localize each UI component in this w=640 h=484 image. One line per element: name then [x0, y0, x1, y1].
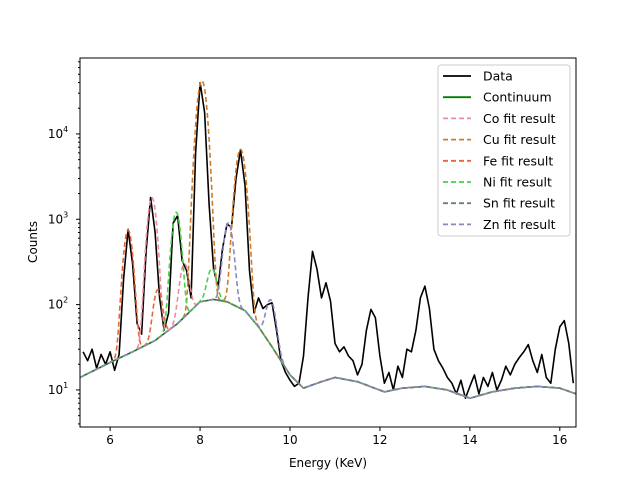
legend-label: Fe fit result [483, 153, 553, 168]
legend-label: Co fit result [483, 111, 556, 126]
legend: Data Continuum Co fit result Cu fit result F… [437, 64, 571, 237]
legend-label: Data [483, 69, 513, 84]
plot-series [80, 79, 576, 400]
x-tick-label: 12 [372, 433, 387, 447]
legend-entry: Zn fit result [443, 217, 556, 232]
legend-label: Cu fit result [483, 132, 556, 147]
legend-entry: Co fit result [443, 111, 556, 126]
fe-fit-series-line [80, 229, 576, 400]
legend-entry: Cu fit result [443, 132, 556, 147]
y-axis-label: Counts [26, 221, 40, 263]
y-axis: 101 102 103 104 [48, 61, 80, 425]
x-axis: 6 8 10 12 14 16 [106, 427, 567, 447]
y-tick-label: 103 [48, 210, 68, 226]
x-tick-label: 16 [552, 433, 567, 447]
legend-entry: Continuum [443, 90, 552, 105]
legend-entry: Fe fit result [443, 153, 553, 168]
x-axis-label: Energy (KeV) [289, 456, 367, 470]
legend-label: Ni fit result [483, 175, 552, 190]
x-tick-label: 8 [196, 433, 204, 447]
x-tick-label: 10 [282, 433, 297, 447]
continuum-series-line [80, 298, 576, 400]
legend-entry: Sn fit result [443, 196, 555, 211]
legend-label: Zn fit result [483, 217, 556, 232]
x-tick-label: 14 [462, 433, 477, 447]
legend-frame [437, 64, 571, 237]
y-tick-label: 101 [48, 381, 68, 397]
sn-fit-series-line [80, 298, 576, 400]
zn-fit-series-line [80, 221, 576, 400]
plot-frame [79, 57, 577, 428]
legend-entry: Ni fit result [443, 175, 552, 190]
legend-label: Sn fit result [483, 196, 555, 211]
x-tick-label: 6 [106, 433, 114, 447]
y-tick-label: 102 [48, 296, 68, 312]
legend-entry: Data [443, 69, 513, 84]
legend-label: Continuum [483, 90, 552, 105]
y-tick-label: 104 [48, 125, 68, 141]
